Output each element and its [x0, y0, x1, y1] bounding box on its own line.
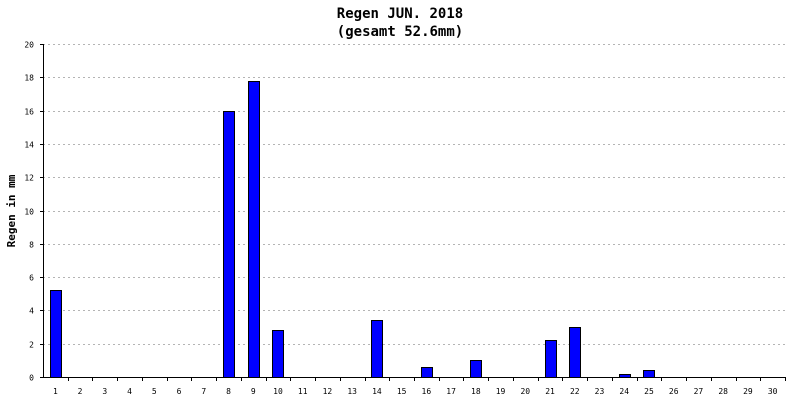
- x-tick-label: 10: [273, 387, 283, 396]
- bar: [272, 330, 284, 378]
- bar: [50, 290, 62, 378]
- x-tick-label: 16: [422, 387, 432, 396]
- x-tick-label: 29: [743, 387, 753, 396]
- x-tick-label: 3: [102, 387, 107, 396]
- y-tick-label: 20: [24, 41, 34, 50]
- bar: [371, 320, 383, 378]
- y-tick-label: 4: [29, 307, 34, 316]
- x-tick-label: 27: [694, 387, 704, 396]
- x-tick-label: 28: [718, 387, 728, 396]
- y-tick-label: 14: [24, 141, 34, 150]
- x-tick-label: 9: [251, 387, 256, 396]
- x-tick-label: 2: [78, 387, 83, 396]
- x-tick-label: 13: [347, 387, 357, 396]
- x-tick-label: 5: [152, 387, 157, 396]
- x-tick-label: 7: [201, 387, 206, 396]
- y-tick-label: 0: [29, 374, 34, 383]
- axes: [40, 44, 786, 381]
- x-tick-label: 26: [669, 387, 679, 396]
- y-tick-label: 18: [24, 74, 34, 83]
- y-tick-label: 16: [24, 108, 34, 117]
- chart-title: Regen JUN. 2018: [337, 6, 463, 22]
- bar: [545, 340, 557, 378]
- x-tick-label: 14: [372, 387, 382, 396]
- y-tick-label: 2: [29, 341, 34, 350]
- y-tick-labels: 0 2 4 6 8 10 12 14 16 18 20: [24, 41, 34, 383]
- y-tick-label: 12: [24, 174, 34, 183]
- x-tick-label: 30: [768, 387, 778, 396]
- x-tick-label: 15: [397, 387, 407, 396]
- bar: [643, 370, 655, 378]
- bar: [569, 327, 581, 378]
- grid-lines: [43, 44, 785, 345]
- x-tick-label: 21: [545, 387, 555, 396]
- x-tick-label: 19: [496, 387, 506, 396]
- x-tick-label: 8: [226, 387, 231, 396]
- bars: [50, 81, 655, 378]
- x-tick-label: 22: [570, 387, 580, 396]
- chart-subtitle: (gesamt 52.6mm): [337, 24, 463, 40]
- y-tick-label: 10: [24, 208, 34, 217]
- x-tick-label: 17: [446, 387, 456, 396]
- y-tick-label: 6: [29, 274, 34, 283]
- x-tick-label: 4: [127, 387, 132, 396]
- y-axis-label: Regen in mm: [5, 174, 18, 247]
- x-tick-label: 18: [471, 387, 481, 396]
- x-tick-label: 23: [595, 387, 605, 396]
- y-tick-label: 8: [29, 241, 34, 250]
- bar: [248, 81, 260, 378]
- bar: [223, 111, 235, 378]
- x-tick-label: 6: [177, 387, 182, 396]
- x-tick-label: 1: [53, 387, 58, 396]
- x-tick-label: 11: [298, 387, 308, 396]
- bar: [421, 367, 433, 378]
- x-tick-label: 12: [323, 387, 333, 396]
- x-tick-label: 25: [644, 387, 654, 396]
- bar: [470, 360, 482, 378]
- x-tick-labels: 1 2 3 4 5 6 7 8 9 10 11 12 13 14 15 16 17 18 19 20 21 22 23 24 2…: [53, 387, 778, 396]
- x-tick-label: 20: [520, 387, 530, 396]
- x-tick-label: 24: [619, 387, 629, 396]
